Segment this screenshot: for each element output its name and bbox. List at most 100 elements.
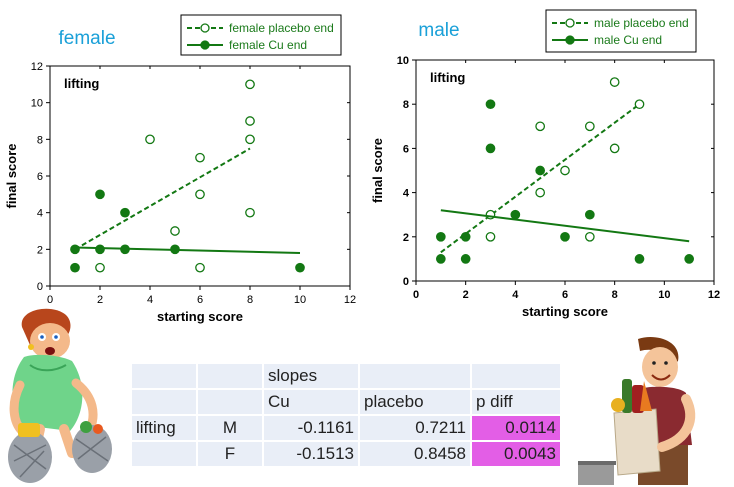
x-tick-label: 0 [47,294,53,306]
pdiff-cell: 0.0114 [472,416,560,440]
man-carrying-groceries-icon [578,337,695,485]
legend-marker [565,18,575,28]
data-point [145,134,155,145]
data-point [95,189,105,200]
data-point [120,244,130,255]
placebo-slope-cell: 0.8458 [360,442,470,466]
data-point [634,99,645,110]
data-point [295,262,305,273]
header-placebo: placebo [360,390,470,414]
data-point [70,262,80,273]
x-tick-label: 4 [512,289,519,301]
data-point [70,244,80,255]
chart-title: female [58,28,115,49]
y-axis-label: final score [4,143,19,208]
header-cu: Cu [264,390,358,414]
data-point [435,231,446,242]
data-point [245,79,255,90]
data-point [560,231,570,242]
data-point [535,165,546,176]
data-point [195,152,205,163]
pdiff-cell: 0.0043 [472,442,560,466]
legend-label: male placebo end [594,16,689,30]
data-point [170,244,180,255]
placebo-slope-cell: 0.7211 [360,416,470,440]
chart-panel-female: female 0 2 4 6 8 10 12 0 2 4 6 8 10 12 starting score fi… [4,14,356,324]
x-tick-label: 2 [97,294,103,306]
data-point [535,187,546,198]
data-point [435,254,446,264]
plot-frame [49,65,351,287]
x-tick-label: 12 [708,289,720,301]
legend-marker [200,23,210,33]
y-tick-label: 0 [37,281,43,293]
y-tick-label: 8 [403,99,409,111]
header-pdiff: p diff [472,390,560,414]
y-tick-label: 6 [403,143,409,155]
x-tick-label: 12 [344,294,356,306]
data-point [95,262,105,273]
fit-line [440,103,641,254]
legend-box [545,9,697,53]
chart-panel-male: male 0 2 4 6 8 10 12 0 2 4 6 8 10 starting score final … [370,9,720,319]
y-tick-label: 4 [403,188,410,200]
y-tick-label: 12 [31,61,43,73]
data-point [609,143,620,154]
series-female-placebo-end [74,79,255,273]
cu-slope-cell: -0.1161 [264,416,358,440]
y-tick-label: 8 [37,134,43,146]
group-label: lifting [132,416,196,440]
chart-annotation: lifting [64,76,99,91]
legend-label: female placebo end [229,21,334,35]
data-point [195,262,205,273]
x-tick-label: 10 [294,294,306,306]
data-point [510,209,521,220]
x-tick-label: 4 [147,294,153,306]
x-tick-label: 0 [413,289,419,301]
x-tick-label: 8 [612,289,618,301]
x-axis-label: starting score [522,304,608,319]
data-point [584,121,595,132]
chart-title: male [418,20,459,41]
y-tick-label: 0 [403,276,409,288]
data-point [460,231,471,242]
legend: female placebo end female Cu end [180,14,342,56]
data-point [609,77,620,87]
table-header-row-1: slopes [132,364,560,388]
data-point [535,121,546,132]
legend: male placebo end male Cu end [545,9,697,53]
legend-marker [200,40,210,50]
y-tick-label: 4 [37,208,43,220]
table-header-row-2: Cu placebo p diff [132,390,560,414]
data-point [584,209,595,220]
legend-marker [565,35,575,45]
data-point [684,254,695,264]
y-tick-label: 2 [37,244,43,256]
data-point [485,99,496,110]
header-slopes: slopes [264,364,358,388]
data-point [460,254,471,264]
data-point [245,134,255,145]
data-point [120,207,130,218]
data-point [634,254,645,264]
data-point [485,143,496,154]
x-tick-label: 2 [463,289,469,301]
data-point [245,116,255,126]
data-point [195,189,205,200]
y-axis-label: final score [370,138,385,203]
sex-cell: M [198,416,262,440]
slopes-table: slopes Cu placebo p diff lifting M -0.11… [130,362,562,468]
data-point [560,165,570,176]
series-female-Cu-end [70,189,305,273]
fit-line [74,246,301,254]
x-tick-label: 8 [247,294,253,306]
x-tick-label: 6 [562,289,568,301]
y-tick-label: 6 [37,171,43,183]
data-point [584,231,595,242]
x-tick-label: 10 [658,289,670,301]
fit-line [74,147,251,251]
fit-line [440,209,690,243]
y-tick-label: 10 [31,98,43,110]
data-point [95,244,105,255]
table-row: lifting M -0.1161 0.7211 0.0114 [132,416,560,440]
